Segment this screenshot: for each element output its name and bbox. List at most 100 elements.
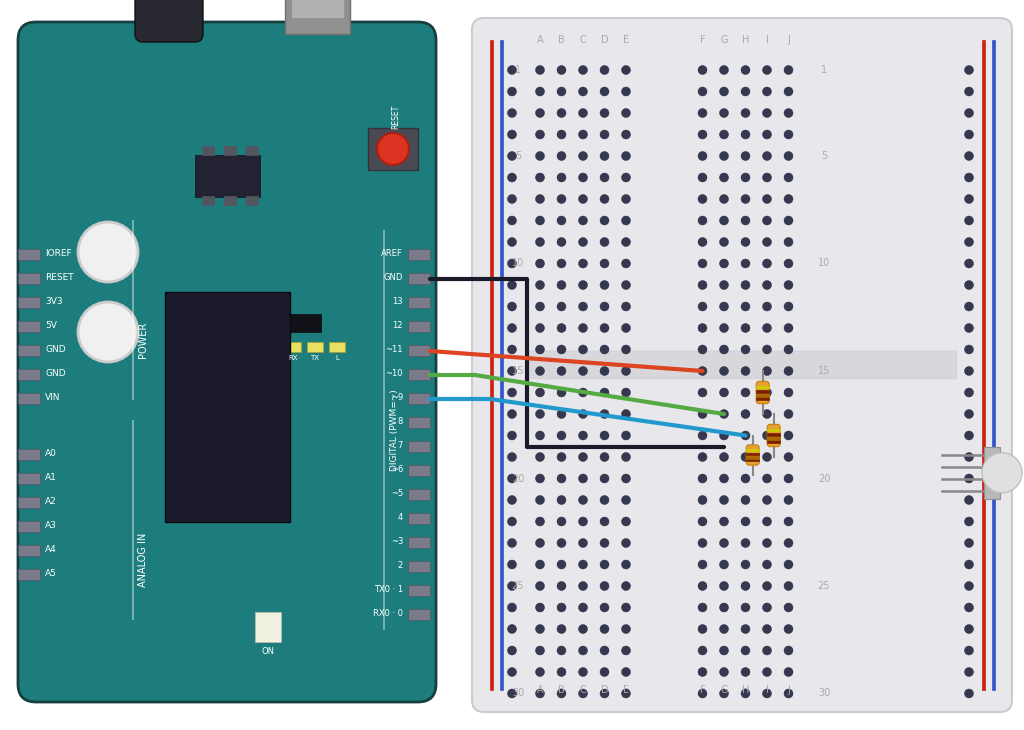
Circle shape: [763, 109, 771, 118]
Circle shape: [698, 259, 707, 268]
Circle shape: [508, 689, 516, 698]
Bar: [18, 545, 40, 556]
Circle shape: [579, 560, 588, 569]
Circle shape: [784, 624, 793, 634]
Circle shape: [557, 173, 566, 182]
Circle shape: [579, 280, 588, 290]
Circle shape: [720, 689, 728, 698]
Circle shape: [536, 431, 545, 440]
Bar: [767, 434, 780, 436]
Circle shape: [698, 87, 707, 96]
Circle shape: [600, 539, 609, 548]
Circle shape: [784, 66, 793, 74]
Circle shape: [600, 66, 609, 74]
Circle shape: [600, 388, 609, 397]
Circle shape: [965, 410, 974, 418]
Text: C: C: [580, 685, 587, 695]
Text: A: A: [537, 35, 544, 45]
Text: E: E: [623, 685, 629, 695]
Circle shape: [763, 517, 771, 526]
Circle shape: [720, 280, 728, 290]
Text: 12: 12: [392, 321, 403, 331]
Bar: [18, 249, 40, 260]
Circle shape: [508, 259, 516, 268]
Text: GND: GND: [45, 369, 66, 378]
Circle shape: [579, 646, 588, 655]
Circle shape: [536, 152, 545, 161]
Circle shape: [698, 345, 707, 354]
Circle shape: [784, 259, 793, 268]
FancyBboxPatch shape: [746, 445, 759, 465]
Text: D: D: [601, 35, 608, 45]
Text: G: G: [720, 35, 728, 45]
Bar: [746, 456, 759, 458]
Circle shape: [784, 496, 793, 504]
Text: GND: GND: [45, 345, 66, 355]
Circle shape: [622, 237, 631, 247]
Circle shape: [557, 259, 566, 268]
Circle shape: [622, 410, 631, 418]
Circle shape: [784, 194, 793, 204]
Circle shape: [600, 87, 609, 96]
Bar: [202, 196, 214, 205]
Circle shape: [741, 109, 750, 118]
Circle shape: [579, 216, 588, 225]
Text: DIGITAL (PWM=~): DIGITAL (PWM=~): [390, 389, 399, 471]
Circle shape: [741, 689, 750, 698]
Circle shape: [600, 603, 609, 612]
Circle shape: [784, 474, 793, 483]
Bar: [132, 220, 134, 400]
Circle shape: [784, 410, 793, 418]
Circle shape: [763, 431, 771, 440]
Circle shape: [536, 517, 545, 526]
Bar: [767, 440, 780, 442]
Circle shape: [622, 453, 631, 461]
Circle shape: [698, 667, 707, 677]
Text: 30: 30: [818, 688, 830, 699]
Circle shape: [579, 689, 588, 698]
Circle shape: [763, 474, 771, 483]
Text: I: I: [766, 35, 768, 45]
Circle shape: [698, 431, 707, 440]
Text: ~5: ~5: [391, 490, 403, 499]
Text: A0: A0: [45, 450, 57, 458]
Circle shape: [965, 152, 974, 161]
Circle shape: [557, 646, 566, 655]
Circle shape: [698, 173, 707, 182]
Circle shape: [536, 410, 545, 418]
Circle shape: [622, 431, 631, 440]
Circle shape: [536, 302, 545, 311]
Bar: [255, 612, 281, 642]
Circle shape: [741, 366, 750, 375]
Circle shape: [763, 410, 771, 418]
Circle shape: [508, 237, 516, 247]
Circle shape: [741, 216, 750, 225]
Text: ~3: ~3: [390, 537, 403, 547]
Bar: [756, 394, 769, 396]
Text: IOREF: IOREF: [45, 250, 72, 258]
Circle shape: [965, 453, 974, 461]
Text: ~10: ~10: [385, 369, 403, 378]
Circle shape: [557, 109, 566, 118]
FancyBboxPatch shape: [135, 0, 203, 42]
Text: 1: 1: [515, 65, 521, 75]
Circle shape: [698, 474, 707, 483]
Circle shape: [622, 173, 631, 182]
Circle shape: [698, 646, 707, 655]
Circle shape: [741, 474, 750, 483]
Circle shape: [698, 453, 707, 461]
Circle shape: [536, 539, 545, 548]
Circle shape: [536, 259, 545, 268]
Bar: [224, 196, 236, 205]
Circle shape: [508, 582, 516, 591]
Text: POWER: POWER: [138, 322, 148, 358]
Bar: [756, 385, 769, 388]
Text: 20: 20: [818, 474, 830, 483]
Bar: [408, 345, 430, 356]
Bar: [982, 40, 985, 690]
Circle shape: [579, 366, 588, 375]
Text: D: D: [601, 685, 608, 695]
Circle shape: [557, 87, 566, 96]
Circle shape: [557, 237, 566, 247]
Circle shape: [508, 388, 516, 397]
